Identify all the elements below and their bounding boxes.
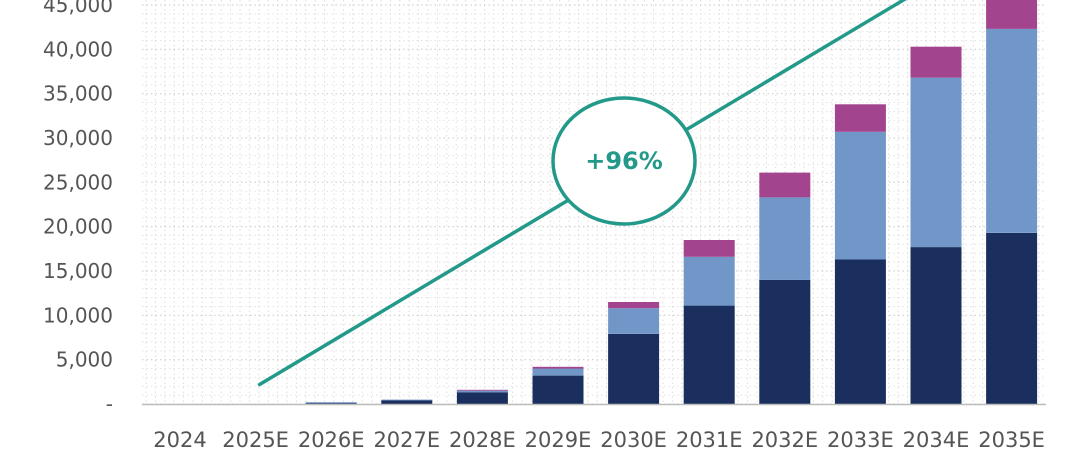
x-tick-label: 2034E [903, 428, 970, 452]
bar-segment-2028e-series-2 [456, 390, 508, 393]
x-tick-label: 2031E [676, 428, 743, 452]
x-tick-label: 2029E [525, 428, 592, 452]
y-tick-label: 10,000 [43, 303, 113, 327]
y-tick-label: 25,000 [43, 170, 113, 194]
bar-segment-2029e-series-1 [532, 375, 584, 404]
bar-segment-2032e-series-3 [759, 172, 811, 198]
bar-segment-2031e-series-1 [683, 305, 735, 404]
y-tick-label: 45,000 [43, 0, 113, 17]
bar-segment-2028e-series-1 [456, 392, 508, 404]
x-tick-label: 2028E [449, 428, 516, 452]
bar-segment-2033e-series-2 [834, 131, 886, 260]
bar-segment-2032e-series-2 [759, 197, 811, 280]
bar-segment-2027e-series-2 [381, 399, 433, 401]
bar-segment-2026e-series-2 [305, 402, 357, 404]
bar-segment-2035e-series-3 [986, 0, 1038, 29]
y-tick-label: 20,000 [43, 215, 113, 239]
bar-segment-2034e-series-3 [910, 46, 962, 78]
bar-segment-2032e-series-1 [759, 279, 811, 404]
x-tick-label: 2035E [978, 428, 1045, 452]
bar-segment-2031e-series-3 [683, 240, 735, 257]
x-tick-label: 2026E [298, 428, 365, 452]
bar-segment-2033e-series-1 [834, 259, 886, 404]
x-tick-label: 2032E [751, 428, 818, 452]
x-tick-label: 2024 [153, 428, 206, 452]
bar-segment-2030e-series-1 [608, 334, 660, 404]
bar-segment-2029e-series-2 [532, 368, 584, 376]
growth-annotation-label: +96% [585, 147, 663, 175]
bar-segment-2030e-series-3 [608, 302, 660, 309]
growth-annotation-ellipse [551, 96, 697, 226]
x-tick-label: 2025E [222, 428, 289, 452]
bar-segment-2034e-series-2 [910, 77, 962, 248]
bar-segment-2035e-series-1 [986, 232, 1038, 404]
bar-segment-2035e-series-2 [986, 28, 1038, 233]
bars [305, 0, 1038, 404]
y-tick-label: 5,000 [56, 348, 113, 372]
y-tick-label: 30,000 [43, 126, 113, 150]
bar-segment-2030e-series-2 [608, 308, 660, 334]
x-tick-label: 2027E [373, 428, 440, 452]
bar-segment-2034e-series-1 [910, 247, 962, 404]
bar-segment-2027e-series-1 [381, 400, 433, 404]
bar-segment-2029e-series-3 [532, 366, 584, 369]
x-tick-label: 2033E [827, 428, 894, 452]
y-axis: - 5,000 10,000 15,000 20,000 25,000 30,000 35,0… [43, 0, 113, 416]
bar-segment-2033e-series-3 [834, 104, 886, 132]
y-tick-label: 40,000 [43, 37, 113, 61]
x-axis: 2024 2025E 2026E 2027E 2028E 2029E 2030E 2031E 2… [153, 428, 1045, 452]
bar-segment-2026e-series-1 [305, 403, 357, 404]
bar-segment-2031e-series-2 [683, 256, 735, 306]
y-tick-label: 15,000 [43, 259, 113, 283]
y-tick-label: 35,000 [43, 82, 113, 106]
x-tick-label: 2030E [600, 428, 667, 452]
bar-segment-2028e-series-3 [456, 389, 508, 391]
y-tick-label: - [106, 392, 113, 416]
